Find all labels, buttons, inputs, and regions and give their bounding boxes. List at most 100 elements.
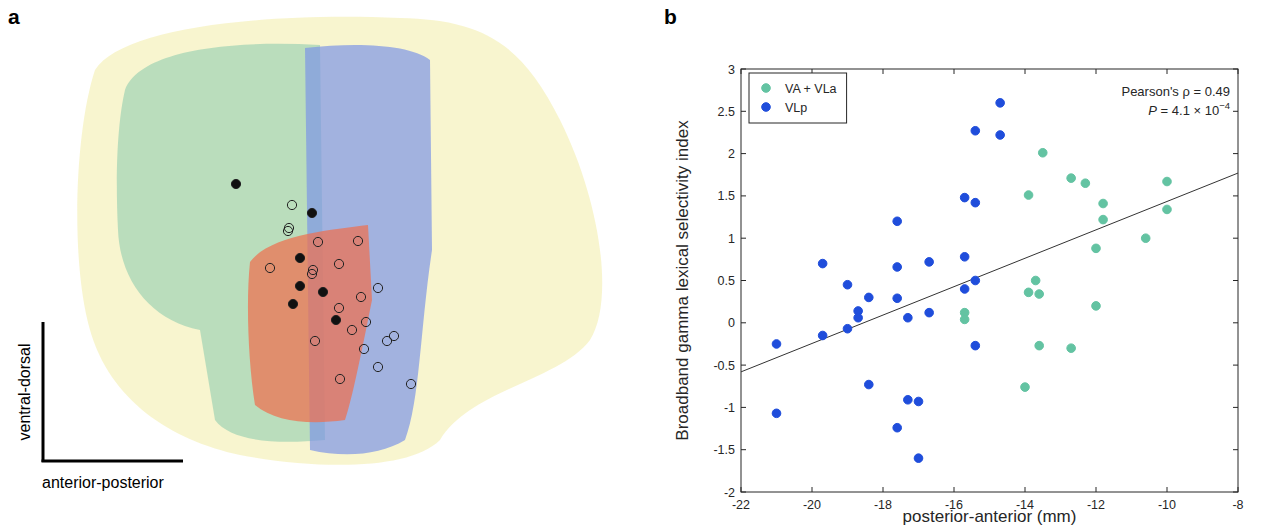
x-tick <box>741 69 742 74</box>
plot-data <box>741 99 1238 463</box>
point <box>854 313 863 322</box>
point <box>1031 276 1040 285</box>
y-tick <box>1233 322 1238 323</box>
panel-b: b-22-20-18-16-14-12-10-8-2-1.5-1-0.500.5… <box>664 5 1244 526</box>
point <box>1141 234 1150 243</box>
point <box>865 380 874 389</box>
x-axis-title: posterior-anterior (mm) <box>903 507 1077 526</box>
y-tick <box>741 492 746 493</box>
annotation: Pearson's ρ = 0.49 <box>1121 84 1230 99</box>
point <box>914 454 923 463</box>
y-tick <box>1233 153 1238 154</box>
electrode <box>373 362 382 371</box>
point <box>960 253 969 262</box>
point <box>925 258 934 267</box>
x-tick <box>741 487 742 492</box>
y-tick <box>741 449 746 450</box>
x-tick <box>954 69 955 74</box>
point <box>893 217 902 226</box>
y-tick-label: -1 <box>724 401 735 415</box>
y-tick-label: -1.5 <box>713 443 735 457</box>
electrode <box>283 226 292 235</box>
electrode <box>310 336 319 345</box>
y-tick <box>1233 111 1238 112</box>
point <box>914 397 923 406</box>
panel-letter: a <box>8 5 20 28</box>
electrode <box>353 236 362 245</box>
plot-frame <box>741 69 1238 492</box>
electrode <box>295 281 304 290</box>
y-tick <box>741 69 746 70</box>
point <box>960 315 969 324</box>
point <box>996 131 1005 140</box>
x-tick-label: -12 <box>1087 498 1105 512</box>
point <box>1024 191 1033 200</box>
x-tick-label: -10 <box>1158 498 1176 512</box>
x-tick-label: -8 <box>1232 498 1243 512</box>
y-tick <box>741 238 746 239</box>
point <box>893 423 902 432</box>
y-tick <box>741 322 746 323</box>
y-tick <box>1233 69 1238 70</box>
axis-label: ventral-dorsal <box>16 344 33 441</box>
y-tick-label: -2 <box>724 486 735 500</box>
point <box>893 294 902 303</box>
y-tick <box>1233 449 1238 450</box>
point <box>971 276 980 285</box>
point <box>1038 148 1047 157</box>
electrode <box>318 287 327 296</box>
orientation-axis <box>42 322 45 462</box>
electrode <box>313 237 322 246</box>
x-tick-label: -20 <box>803 498 821 512</box>
x-tick-label: -18 <box>874 498 892 512</box>
point <box>1067 174 1076 183</box>
x-tick <box>812 487 813 492</box>
y-tick <box>741 195 746 196</box>
point <box>1092 302 1101 311</box>
y-tick-label: 2 <box>728 147 735 161</box>
trend-line <box>741 173 1238 372</box>
point <box>960 193 969 202</box>
y-tick <box>741 407 746 408</box>
legend-label: VLp <box>785 101 807 115</box>
x-tick <box>954 487 955 492</box>
x-tick <box>883 69 884 74</box>
region-outline <box>77 17 602 465</box>
y-tick <box>1233 238 1238 239</box>
x-tick <box>1025 487 1026 492</box>
point <box>1024 288 1033 297</box>
legend-marker <box>762 103 771 112</box>
annotation-part: = 4.1 × 10 <box>1157 103 1219 118</box>
point <box>1035 290 1044 299</box>
y-tick-label: 0 <box>728 316 735 330</box>
point <box>865 293 874 302</box>
point <box>971 198 980 207</box>
point <box>1099 199 1108 208</box>
legend-label: VA + VLa <box>785 82 837 96</box>
y-tick <box>1233 280 1238 281</box>
panel-a: aventral-dorsalanterior-posterior <box>8 5 602 491</box>
point <box>971 126 980 135</box>
electrode <box>288 299 297 308</box>
x-tick <box>1238 487 1239 492</box>
orientation-axis <box>42 460 184 463</box>
y-tick-label: 1.5 <box>718 189 735 203</box>
point <box>772 340 781 349</box>
y-tick <box>741 280 746 281</box>
point <box>904 313 913 322</box>
x-tick <box>1238 69 1239 74</box>
electrode <box>331 315 340 324</box>
x-tick-label: -22 <box>732 498 750 512</box>
legend-marker <box>762 84 771 93</box>
point <box>1099 215 1108 224</box>
y-tick <box>1233 195 1238 196</box>
y-tick <box>1233 407 1238 408</box>
electrode <box>359 344 368 353</box>
point <box>843 280 852 289</box>
point <box>1067 344 1076 353</box>
electrode <box>361 317 370 326</box>
electrode <box>307 208 316 217</box>
y-tick-label: -0.5 <box>713 359 735 373</box>
point <box>818 259 827 268</box>
electrode <box>389 331 398 340</box>
